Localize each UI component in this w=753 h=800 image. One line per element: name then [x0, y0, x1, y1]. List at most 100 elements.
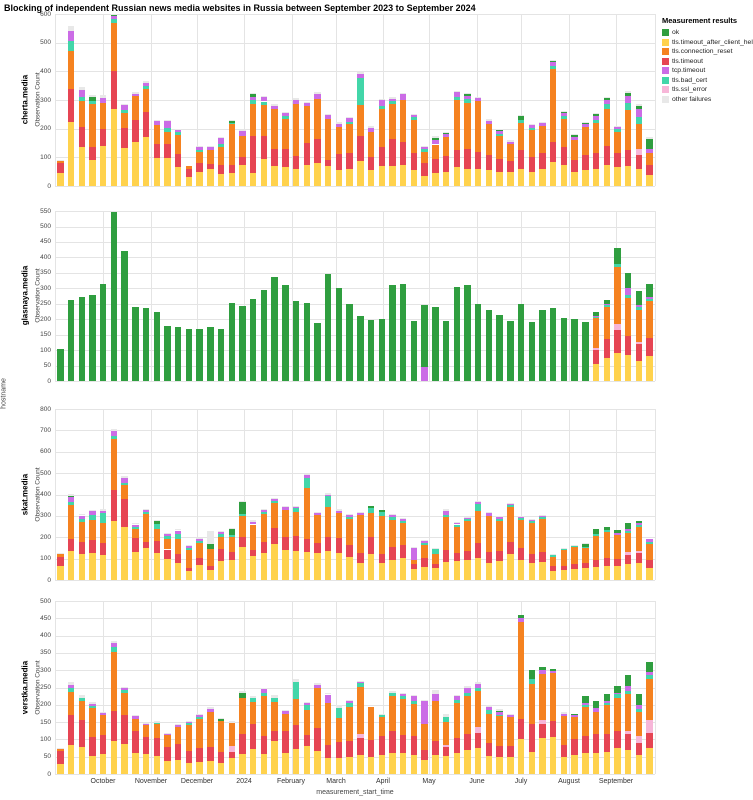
- bar-segment-tls.timeout[interactable]: [132, 731, 139, 754]
- bar-segment-tls.timeout[interactable]: [121, 499, 128, 527]
- bar-segment-other_failures[interactable]: [389, 513, 396, 515]
- bar-segment-tls.bad_cert[interactable]: [142, 512, 150, 515]
- bar-segment-tcp.timeout[interactable]: [121, 478, 128, 483]
- bar-segment-other_failures[interactable]: [453, 522, 460, 523]
- bar-segment-other_failures[interactable]: [89, 702, 96, 705]
- bar-segment-tls.timeout[interactable]: [635, 154, 643, 169]
- bar-segment-tls.connection_reset[interactable]: [250, 104, 257, 136]
- bar-segment-other_failures[interactable]: [57, 160, 64, 161]
- bar-segment-tcp.timeout[interactable]: [57, 553, 64, 554]
- bar-segment-tls.connection_reset[interactable]: [67, 505, 75, 540]
- bar-segment-tls.timeout_after_client_hello[interactable]: [464, 168, 471, 186]
- bar-segment-tls.timeout_after_client_hello[interactable]: [164, 760, 171, 774]
- bar-segment-tcp.timeout[interactable]: [539, 670, 546, 674]
- bar-segment-tls.timeout[interactable]: [400, 141, 407, 165]
- bar-segment-tls.timeout[interactable]: [635, 742, 643, 755]
- bar-segment-tls.connection_reset[interactable]: [175, 135, 182, 154]
- bar-segment-tls.connection_reset[interactable]: [453, 703, 460, 738]
- bar-segment-tls.timeout[interactable]: [100, 128, 107, 147]
- bar-segment-tls.timeout[interactable]: [517, 547, 525, 560]
- bar-segment-tls.connection_reset[interactable]: [207, 549, 214, 567]
- bar-segment-other_failures[interactable]: [560, 547, 568, 549]
- bar-segment-tls.bad_cert[interactable]: [185, 723, 193, 725]
- bar-segment-tls.connection_reset[interactable]: [367, 512, 375, 538]
- bar-segment-tls.timeout[interactable]: [582, 735, 589, 754]
- bar-segment-tls.bad_cert[interactable]: [442, 716, 450, 723]
- bar-segment-tcp.timeout[interactable]: [625, 288, 632, 295]
- bar-segment-tls.timeout_after_client_hello[interactable]: [603, 164, 610, 186]
- bar-segment-other_failures[interactable]: [475, 500, 482, 502]
- bar-segment-tls.bad_cert[interactable]: [196, 716, 203, 719]
- bar-segment-tls.timeout[interactable]: [571, 160, 578, 173]
- bar-segment-other_failures[interactable]: [378, 713, 385, 716]
- bar-segment-other_failures[interactable]: [142, 508, 150, 510]
- bar-segment-tls.bad_cert[interactable]: [121, 690, 128, 693]
- bar-segment-tls.bad_cert[interactable]: [635, 117, 643, 125]
- bar-segment-other_failures[interactable]: [560, 111, 568, 112]
- bar-segment-ok[interactable]: [153, 521, 160, 525]
- bar-segment-tls.connection_reset[interactable]: [625, 694, 632, 731]
- bar-segment-ok[interactable]: [592, 113, 600, 116]
- bar-segment-tls.connection_reset[interactable]: [453, 100, 460, 151]
- bar-segment-other_failures[interactable]: [378, 98, 385, 100]
- bar-segment-other_failures[interactable]: [239, 500, 246, 502]
- bar-segment-tls.timeout[interactable]: [464, 551, 471, 560]
- bar-segment-tcp.timeout[interactable]: [571, 715, 578, 717]
- bar-segment-tls.ssl_error[interactable]: [635, 736, 643, 743]
- bar-segment-tcp.timeout[interactable]: [260, 689, 268, 693]
- bar-segment-tcp.timeout[interactable]: [132, 716, 139, 719]
- bar-segment-tls.connection_reset[interactable]: [100, 714, 107, 735]
- bar-segment-tls.timeout[interactable]: [378, 554, 385, 563]
- bar-segment-tls.bad_cert[interactable]: [217, 534, 225, 538]
- bar-segment-other_failures[interactable]: [142, 81, 150, 83]
- bar-segment-tls.ssl_error[interactable]: [625, 552, 632, 556]
- bar-segment-tls.timeout[interactable]: [292, 155, 300, 169]
- bar-segment-ok[interactable]: [228, 529, 235, 535]
- bar-segment-tls.timeout[interactable]: [228, 751, 235, 759]
- bar-segment-tcp.timeout[interactable]: [539, 515, 546, 517]
- bar-segment-other_failures[interactable]: [228, 721, 235, 723]
- bar-segment-tls.timeout[interactable]: [357, 553, 364, 563]
- bar-segment-tls.timeout[interactable]: [517, 718, 525, 740]
- bar-segment-ok[interactable]: [207, 326, 214, 381]
- bar-segment-tls.timeout[interactable]: [571, 564, 578, 570]
- bar-segment-tls.connection_reset[interactable]: [550, 672, 557, 722]
- bar-segment-tls.bad_cert[interactable]: [78, 518, 85, 522]
- bar-segment-tls.timeout[interactable]: [314, 728, 321, 751]
- bar-segment-tls.timeout[interactable]: [432, 563, 439, 569]
- bar-segment-tls.connection_reset[interactable]: [432, 144, 439, 159]
- bar-segment-tcp.timeout[interactable]: [496, 712, 503, 715]
- bar-segment-ok[interactable]: [603, 97, 610, 100]
- bar-segment-tls.timeout_after_client_hello[interactable]: [496, 756, 503, 774]
- bar-segment-tls.timeout[interactable]: [100, 543, 107, 555]
- bar-segment-tls.connection_reset[interactable]: [517, 123, 525, 151]
- bar-segment-tls.bad_cert[interactable]: [528, 520, 535, 524]
- bar-segment-tls.timeout[interactable]: [196, 163, 203, 172]
- bar-segment-other_failures[interactable]: [517, 114, 525, 116]
- bar-segment-tls.timeout_after_client_hello[interactable]: [635, 755, 643, 774]
- bar-segment-ok[interactable]: [635, 291, 643, 305]
- bar-segment-tls.connection_reset[interactable]: [432, 701, 439, 742]
- bar-segment-other_failures[interactable]: [67, 26, 75, 32]
- bar-segment-tls.connection_reset[interactable]: [239, 135, 246, 158]
- bar-segment-ok[interactable]: [196, 328, 203, 381]
- bar-segment-tcp.timeout[interactable]: [485, 706, 493, 710]
- bar-segment-tcp.timeout[interactable]: [250, 97, 257, 100]
- bar-segment-other_failures[interactable]: [442, 714, 450, 717]
- bar-segment-other_failures[interactable]: [250, 696, 257, 699]
- bar-segment-ok[interactable]: [550, 668, 557, 671]
- bar-segment-other_failures[interactable]: [260, 687, 268, 690]
- bar-segment-tls.connection_reset[interactable]: [635, 124, 643, 149]
- bar-segment-tls.timeout[interactable]: [185, 568, 193, 572]
- bar-segment-tls.timeout[interactable]: [635, 343, 643, 361]
- bar-segment-tls.bad_cert[interactable]: [196, 540, 203, 543]
- bar-segment-tls.timeout_after_client_hello[interactable]: [207, 169, 214, 186]
- bar-segment-other_failures[interactable]: [185, 720, 193, 722]
- bar-segment-tls.connection_reset[interactable]: [485, 713, 493, 743]
- bar-segment-tls.timeout_after_client_hello[interactable]: [539, 737, 546, 774]
- bar-segment-ok[interactable]: [528, 670, 535, 679]
- bar-segment-tls.timeout_after_client_hello[interactable]: [453, 167, 460, 186]
- bar-segment-tls.bad_cert[interactable]: [410, 117, 418, 121]
- bar-segment-tls.timeout_after_client_hello[interactable]: [442, 561, 450, 580]
- bar-segment-tls.timeout[interactable]: [603, 734, 610, 752]
